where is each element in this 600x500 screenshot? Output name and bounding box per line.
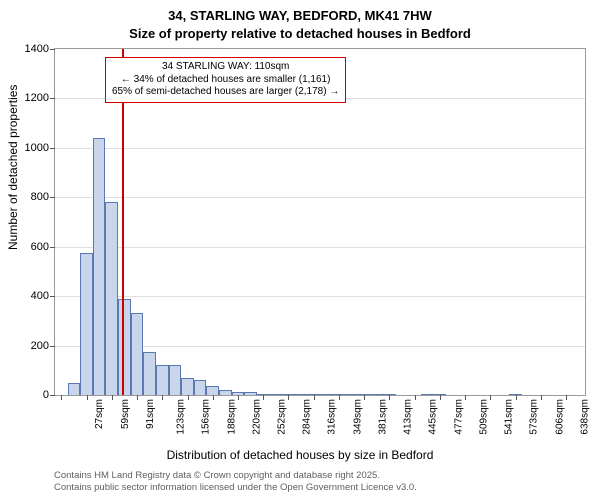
xtick-mark (137, 395, 138, 400)
histogram-bar (421, 394, 434, 395)
xtick-mark (87, 395, 88, 400)
plot-area: 020040060080010001200140027sqm59sqm91sqm… (54, 48, 586, 396)
histogram-bar (118, 299, 131, 395)
histogram-bar (370, 394, 383, 395)
histogram-bar (219, 390, 232, 395)
ytick-label: 1400 (25, 43, 55, 55)
x-axis-label: Distribution of detached houses by size … (0, 448, 600, 462)
grid-line (55, 197, 585, 198)
histogram-bar (156, 365, 169, 395)
annotation-box: 34 STARLING WAY: 110sqm← 34% of detached… (105, 57, 346, 103)
xtick-mark (440, 395, 441, 400)
chart-container: 34, STARLING WAY, BEDFORD, MK41 7HW Size… (0, 0, 600, 500)
histogram-bar (244, 392, 257, 395)
histogram-bar (295, 394, 308, 395)
histogram-bar (345, 394, 358, 395)
xtick-mark (263, 395, 264, 400)
histogram-bar (105, 202, 118, 395)
histogram-bar (131, 313, 144, 395)
xtick-mark (490, 395, 491, 400)
xtick-mark (162, 395, 163, 400)
xtick-label: 541sqm (504, 399, 515, 435)
histogram-bar (93, 138, 106, 395)
xtick-mark (61, 395, 62, 400)
ytick-label: 1000 (25, 142, 55, 154)
xtick-label: 349sqm (352, 399, 363, 435)
xtick-label: 27sqm (94, 399, 105, 429)
xtick-mark (465, 395, 466, 400)
grid-line (55, 148, 585, 149)
histogram-bar (320, 394, 333, 395)
grid-line (55, 247, 585, 248)
xtick-label: 123sqm (176, 399, 187, 435)
xtick-label: 220sqm (251, 399, 262, 435)
xtick-label: 413sqm (403, 399, 414, 435)
chart-title-line1: 34, STARLING WAY, BEDFORD, MK41 7HW (0, 8, 600, 23)
ytick-label: 200 (31, 340, 55, 352)
xtick-mark (112, 395, 113, 400)
annotation-line3: 65% of semi-detached houses are larger (… (112, 86, 339, 99)
annotation-line1: 34 STARLING WAY: 110sqm (112, 61, 339, 74)
chart-title-line2: Size of property relative to detached ho… (0, 26, 600, 41)
y-axis-label: Number of detached properties (6, 85, 20, 250)
ytick-label: 800 (31, 191, 55, 203)
annotation-line2: ← 34% of detached houses are smaller (1,… (112, 74, 339, 87)
histogram-bar (169, 365, 182, 395)
xtick-mark (339, 395, 340, 400)
ytick-label: 600 (31, 241, 55, 253)
xtick-label: 606sqm (554, 399, 565, 435)
histogram-bar (143, 352, 156, 395)
xtick-label: 156sqm (201, 399, 212, 435)
xtick-label: 638sqm (579, 399, 590, 435)
xtick-mark (288, 395, 289, 400)
attribution-line2: Contains public sector information licen… (54, 482, 417, 494)
xtick-label: 284sqm (302, 399, 313, 435)
histogram-bar (194, 380, 207, 395)
xtick-label: 509sqm (478, 399, 489, 435)
ytick-label: 1200 (25, 92, 55, 104)
xtick-mark (415, 395, 416, 400)
xtick-mark (188, 395, 189, 400)
histogram-bar (181, 378, 194, 395)
xtick-label: 252sqm (277, 399, 288, 435)
xtick-mark (213, 395, 214, 400)
xtick-mark (238, 395, 239, 400)
xtick-label: 381sqm (378, 399, 389, 435)
xtick-label: 188sqm (226, 399, 237, 435)
histogram-bar (270, 394, 283, 395)
ytick-label: 400 (31, 290, 55, 302)
xtick-label: 59sqm (120, 399, 131, 429)
attribution-line1: Contains HM Land Registry data © Crown c… (54, 470, 417, 482)
histogram-bar (80, 253, 93, 395)
histogram-bar (206, 386, 219, 395)
xtick-label: 445sqm (428, 399, 439, 435)
attribution-text: Contains HM Land Registry data © Crown c… (54, 470, 417, 494)
ytick-label: 0 (43, 389, 55, 401)
xtick-mark (389, 395, 390, 400)
xtick-mark (314, 395, 315, 400)
xtick-mark (364, 395, 365, 400)
grid-line (55, 296, 585, 297)
histogram-bar (68, 383, 81, 395)
xtick-mark (566, 395, 567, 400)
xtick-mark (541, 395, 542, 400)
xtick-label: 91sqm (145, 399, 156, 429)
xtick-label: 477sqm (453, 399, 464, 435)
xtick-label: 316sqm (327, 399, 338, 435)
xtick-label: 573sqm (529, 399, 540, 435)
xtick-mark (516, 395, 517, 400)
